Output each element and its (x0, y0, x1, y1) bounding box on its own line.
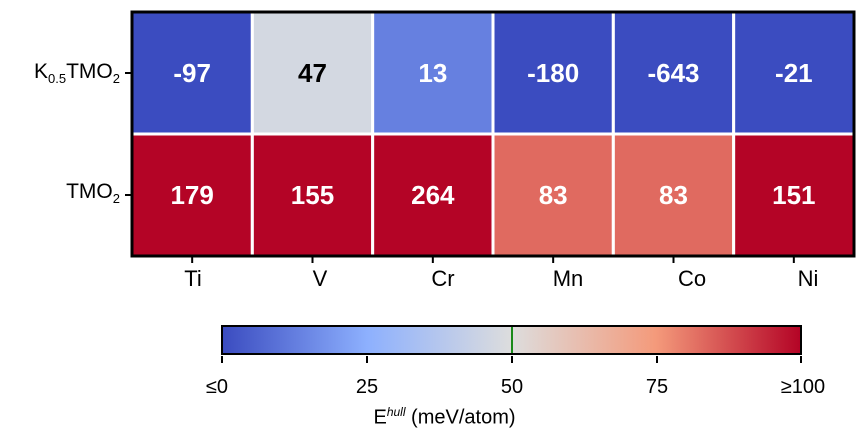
heatmap-cell-1-5 (732, 132, 856, 258)
colorbar-tick-mark-75 (656, 356, 658, 363)
heatmap-value-label-1-3: 83 (539, 180, 568, 210)
heatmap-cell-0-5 (732, 10, 856, 136)
colorbar-tick-100: ≥100 (780, 376, 826, 398)
heatmap-value-label-1-0: 179 (170, 180, 213, 210)
heatmap-value-label-0-2: 13 (418, 58, 447, 88)
colorbar (221, 325, 802, 355)
colorbar-tick-75: 75 (645, 376, 669, 398)
colorbar-tick-mark-25 (366, 356, 368, 363)
col-label-co: Co (677, 266, 707, 291)
col-label-ti: Ti (184, 266, 202, 291)
colorbar-tick-25: 25 (355, 376, 379, 398)
colorbar-tick-mark-100 (800, 356, 802, 363)
heatmap-value-label-0-0: -97 (173, 58, 211, 88)
heatmap-cell-0-1 (250, 10, 375, 136)
colorbar-tick-mark-0 (221, 356, 223, 363)
heatmap-value-label-1-2: 264 (411, 180, 455, 210)
heatmap-cell-1-3 (491, 132, 615, 258)
colorbar-tick-50: 50 (500, 376, 524, 398)
col-label-v: V (312, 266, 328, 291)
col-label-mn: Mn (552, 266, 584, 291)
heatmap-border (130, 10, 856, 258)
heatmap-value-label-1-5: 151 (772, 180, 815, 210)
colorbar-tick-0: ≤0 (205, 376, 229, 398)
heatmap-value-label-0-3: -180 (527, 58, 579, 88)
row-label-k05tmo2: K0.5TMO2 (34, 60, 120, 87)
heatmap-value-label-0-1: 47 (298, 58, 327, 88)
col-label-ni: Ni (797, 266, 819, 291)
heatmap-value-label-0-5: -21 (775, 58, 813, 88)
col-label-cr: Cr (431, 266, 455, 291)
heatmap-chart: -97 47 13 -180 -643 -21 179 155 264 83 83 151 (125, 10, 856, 263)
row-label-tmo2: TMO2 (66, 180, 120, 207)
heatmap-value-label-1-4: 83 (659, 180, 688, 210)
colorbar-title: Ehull (meV/atom) (373, 405, 516, 429)
colorbar-marker (510, 327, 513, 353)
heatmap-value-label-0-4: -643 (647, 58, 699, 88)
colorbar-tick-mark-50 (511, 356, 513, 363)
heatmap-value-label-1-1: 155 (291, 180, 334, 210)
heatmap-cell-1-1 (250, 132, 375, 258)
